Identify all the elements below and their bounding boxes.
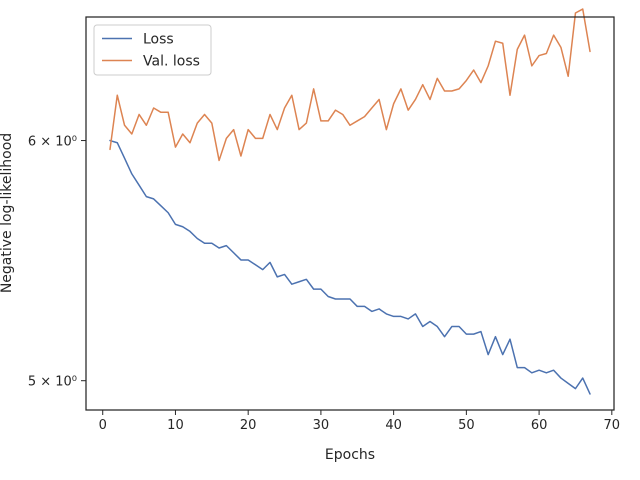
x-tick-label: 0: [99, 418, 107, 433]
x-tick-label: 60: [531, 418, 548, 433]
x-tick-label: 20: [240, 418, 257, 433]
series-line-val-loss: [109, 8, 591, 162]
plot-frame: [85, 16, 615, 411]
y-axis: 5 × 10⁰ 6 × 10⁰: [28, 135, 86, 390]
x-tick-label: 40: [385, 418, 402, 433]
legend-label-val-loss: Val. loss: [143, 54, 200, 70]
legend-label-loss: Loss: [143, 32, 174, 48]
x-tick-label: 30: [313, 418, 330, 433]
x-axis: 0 10 20 30 40 50 60 70: [99, 410, 621, 433]
x-axis-label: Epochs: [325, 447, 375, 463]
legend-box: [93, 24, 212, 76]
y-axis-label: Negative log-likelihood: [0, 133, 15, 293]
plot-area: [109, 8, 591, 395]
y-tick-label: 5 × 10⁰: [28, 375, 77, 390]
series-line-loss: [109, 139, 591, 395]
x-tick-label: 70: [604, 418, 621, 433]
legend: Loss Val. loss: [93, 24, 212, 76]
y-tick-label: 6 × 10⁰: [28, 135, 77, 150]
x-tick-label: 50: [458, 418, 475, 433]
x-tick-label: 10: [167, 418, 184, 433]
